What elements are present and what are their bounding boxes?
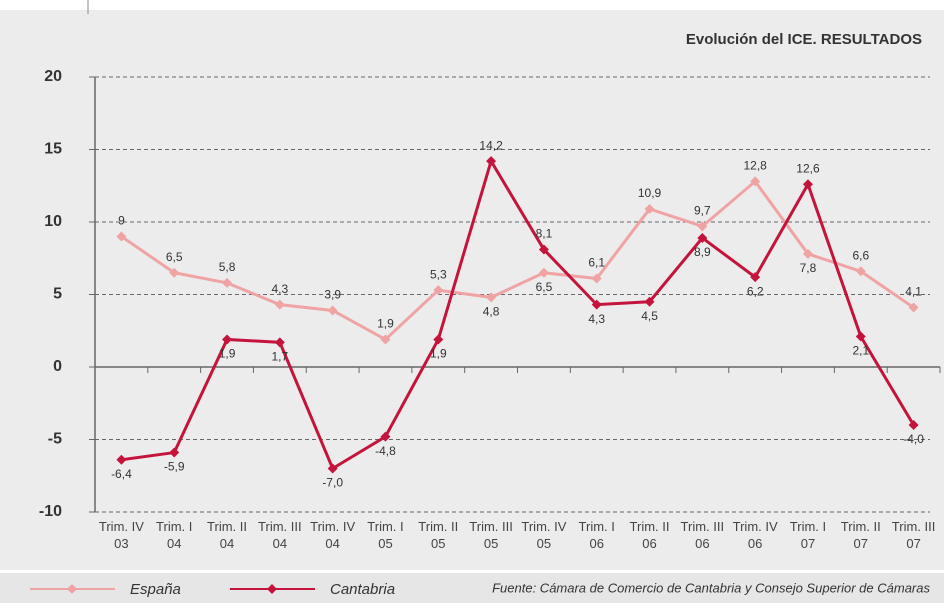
x-tick-label: Trim. IV 03	[98, 519, 144, 551]
data-label: -7,0	[322, 476, 343, 490]
marker	[855, 331, 866, 342]
marker	[380, 334, 391, 345]
marker	[486, 156, 497, 167]
data-label: 4,3	[588, 312, 605, 326]
data-label: 1,7	[272, 350, 289, 364]
y-tick-label: -10	[39, 503, 62, 520]
x-tick-label: Trim. II 07	[840, 519, 881, 551]
marker	[750, 272, 761, 283]
marker	[855, 266, 866, 277]
y-tick-label: 10	[44, 213, 62, 230]
marker	[538, 244, 549, 255]
series-line	[120, 179, 915, 342]
x-tick-label: Trim. II 06	[629, 519, 670, 551]
marker	[908, 302, 919, 313]
legend-background	[0, 573, 944, 603]
data-label: 4,5	[641, 309, 658, 323]
marker	[169, 447, 180, 458]
marker	[327, 463, 338, 474]
marker	[750, 176, 761, 187]
legend-label: Cantabria	[330, 581, 395, 598]
data-label: 4,8	[483, 305, 500, 319]
legend-marker	[267, 584, 277, 594]
y-tick-label: 20	[44, 68, 62, 85]
marker	[274, 337, 285, 348]
y-tick-label: -5	[48, 431, 62, 448]
marker	[327, 305, 338, 316]
x-tick-label: Trim. IV 06	[732, 519, 778, 551]
data-label: 3,9	[324, 288, 341, 302]
x-tick-label: Trim. III 04	[258, 519, 302, 551]
data-label: 9	[118, 214, 125, 228]
y-tick-label: 15	[44, 141, 62, 158]
data-label: 8,1	[536, 227, 553, 241]
marker	[538, 267, 549, 278]
marker	[802, 248, 813, 259]
data-label: 4,1	[905, 285, 922, 299]
data-label: 14,2	[479, 138, 503, 152]
marker	[433, 334, 444, 345]
data-label: -4,0	[903, 432, 924, 446]
data-label: 6,6	[852, 248, 869, 262]
series-line	[121, 157, 915, 471]
marker	[802, 179, 813, 190]
marker	[116, 231, 127, 242]
data-label: 4,3	[272, 282, 289, 296]
x-tick-label: Trim. II 04	[207, 519, 247, 551]
x-tick-label: Trim. III 05	[469, 519, 513, 551]
marker	[380, 431, 391, 442]
marker	[116, 454, 127, 465]
data-label: 6,5	[536, 280, 553, 294]
x-tick-label: Trim. IV 05	[521, 519, 567, 551]
data-label: -6,4	[111, 467, 132, 481]
chart-title: Evolución del ICE. RESULTADOS	[686, 31, 922, 48]
data-label: 6,2	[747, 284, 764, 298]
marker	[433, 285, 444, 296]
legend-label: España	[130, 581, 181, 598]
y-tick-label: 0	[53, 358, 62, 375]
data-label: 2,1	[852, 344, 869, 358]
marker	[486, 292, 497, 303]
marker	[222, 277, 233, 288]
marker	[908, 420, 919, 430]
data-label: 12,6	[796, 161, 820, 175]
data-label: 7,8	[800, 261, 817, 275]
x-tick-label: Trim. IV 04	[310, 519, 356, 551]
x-tick-label: Trim. I 05	[367, 519, 404, 551]
x-tick-label: Trim. III 06	[680, 519, 725, 551]
marker	[697, 221, 708, 232]
data-label: 1,9	[219, 347, 236, 361]
marker	[222, 334, 233, 345]
marker	[591, 299, 602, 310]
marker	[591, 273, 602, 284]
data-label: 6,1	[588, 256, 605, 270]
y-tick-label: 5	[53, 286, 62, 303]
marker	[169, 267, 180, 278]
data-label: 5,3	[430, 267, 447, 281]
x-tick-label: Trim. III 07	[891, 519, 936, 551]
source: Fuente: Cámara de Comercio de Cantabria …	[492, 580, 930, 595]
x-tick-label: Trim. II 05	[418, 519, 459, 551]
marker	[644, 203, 655, 214]
x-tick-label: Trim. I 07	[789, 519, 827, 551]
data-label: 1,9	[377, 317, 394, 331]
legend-marker	[67, 584, 77, 594]
data-label: 8,9	[694, 245, 711, 259]
marker	[697, 232, 708, 243]
data-label: -4,8	[375, 444, 396, 458]
marker	[644, 296, 655, 307]
data-label: 9,7	[694, 204, 711, 218]
data-label: 10,9	[638, 186, 662, 200]
x-tick-label: Trim. I 06	[578, 519, 615, 551]
marker	[274, 299, 285, 310]
plot-background	[0, 10, 944, 570]
x-tick-label: Trim. I 04	[156, 519, 193, 551]
data-label: 12,8	[743, 159, 767, 173]
data-label: -5,9	[164, 460, 185, 474]
data-label: 6,5	[166, 250, 183, 264]
data-label: 5,8	[219, 260, 236, 274]
data-label: 1,9	[430, 347, 447, 361]
